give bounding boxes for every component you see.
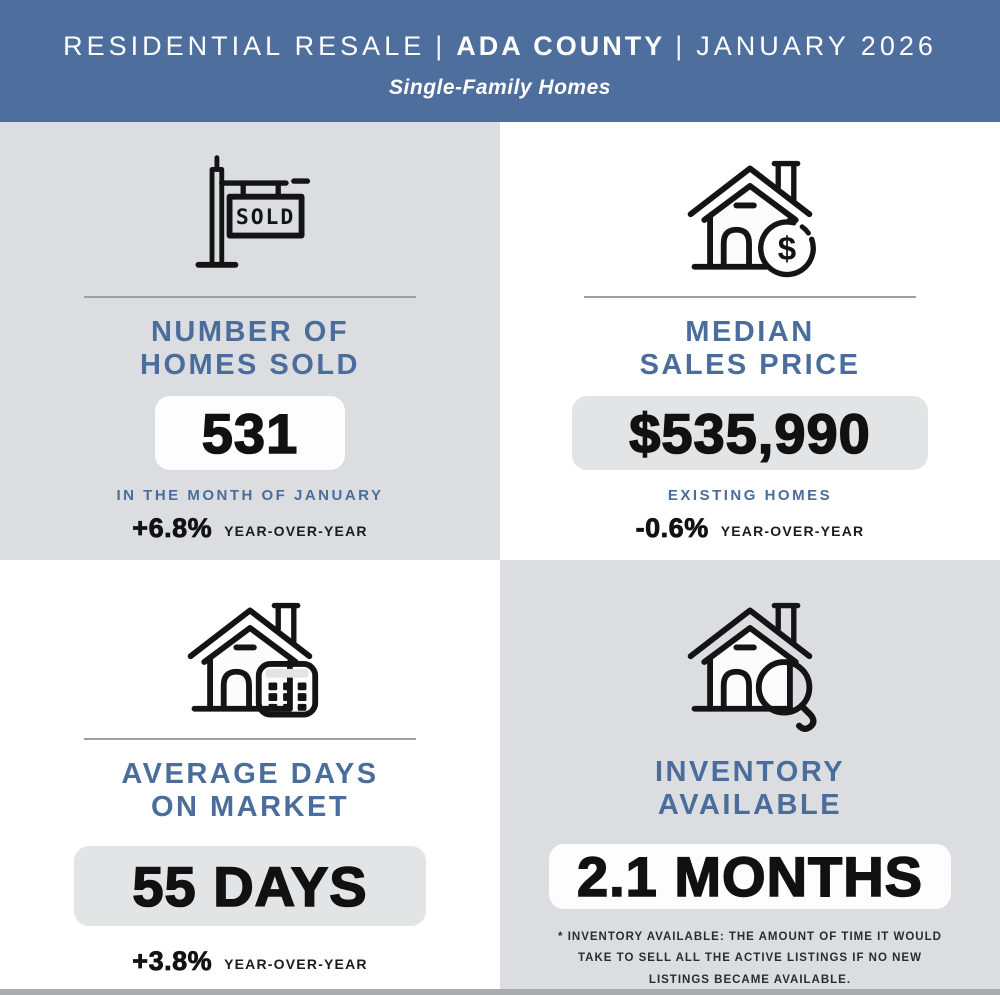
divider	[84, 738, 416, 740]
value-sublabel: EXISTING HOMES	[667, 487, 833, 505]
divider	[584, 296, 916, 298]
header-subtitle: Single-Family Homes	[389, 75, 611, 99]
sold-sign-icon: SOLD	[177, 148, 323, 294]
yoy-value: +6.8%	[132, 513, 213, 544]
card-inventory: INVENTORY AVAILABLE 2.1 MONTHS * INVENTO…	[500, 560, 1000, 989]
card-title: MEDIAN SALES PRICE	[639, 316, 861, 382]
house-magnifier-icon	[677, 590, 823, 736]
header-title-county: ADA COUNTY	[456, 30, 666, 61]
yoy-label: YEAR-OVER-YEAR	[720, 522, 865, 539]
value-sublabel: IN THE MONTH OF JANUARY	[116, 487, 384, 505]
yoy-label: YEAR-OVER-YEAR	[224, 955, 368, 972]
card-days-on-market: AVERAGE DAYS ON MARKET 55 DAYS +3.8% YEA…	[0, 560, 500, 989]
value-badge: 55 DAYS	[74, 846, 426, 927]
sold-sign-text: SOLD	[236, 205, 295, 230]
stats-grid: SOLD NUMBER OF HOMES SOLD 531 IN THE MON…	[0, 122, 1000, 989]
header-title-left: RESIDENTIAL RESALE	[63, 30, 426, 61]
value-badge: 2.1 MONTHS	[548, 844, 952, 910]
card-title: INVENTORY AVAILABLE	[654, 756, 846, 822]
yoy-row: +3.8% YEAR-OVER-YEAR	[132, 946, 367, 977]
inventory-disclaimer: * INVENTORY AVAILABLE: THE AMOUNT OF TIM…	[558, 931, 942, 986]
value-badge: 531	[155, 396, 345, 471]
header-title: RESIDENTIAL RESALE | ADA COUNTY | JANUARY 20…	[63, 31, 937, 62]
dollar-glyph: $	[778, 231, 796, 268]
yoy-value: +3.8%	[132, 946, 213, 977]
header-separator: |	[435, 30, 447, 61]
card-title: AVERAGE DAYS ON MARKET	[121, 758, 379, 824]
divider	[84, 296, 416, 298]
header-separator: |	[675, 30, 687, 61]
house-calculator-icon	[177, 590, 323, 736]
card-median-price: $ MEDIAN SALES PRICE $535,990 EXISTING H…	[500, 122, 1000, 560]
header-title-right: JANUARY 2026	[696, 30, 937, 61]
card-homes-sold: SOLD NUMBER OF HOMES SOLD 531 IN THE MON…	[0, 122, 500, 560]
yoy-label: YEAR-OVER-YEAR	[224, 522, 368, 539]
card-title: NUMBER OF HOMES SOLD	[140, 316, 360, 382]
yoy-row: +6.8% YEAR-OVER-YEAR	[132, 513, 367, 544]
header-banner: RESIDENTIAL RESALE | ADA COUNTY | JANUARY 20…	[0, 0, 1000, 122]
yoy-value: -0.6%	[635, 513, 709, 544]
value-badge: $535,990	[572, 396, 928, 471]
house-dollar-icon: $	[677, 148, 823, 294]
yoy-row: -0.6% YEAR-OVER-YEAR	[635, 513, 865, 544]
bottom-edge-strip	[0, 989, 1000, 995]
